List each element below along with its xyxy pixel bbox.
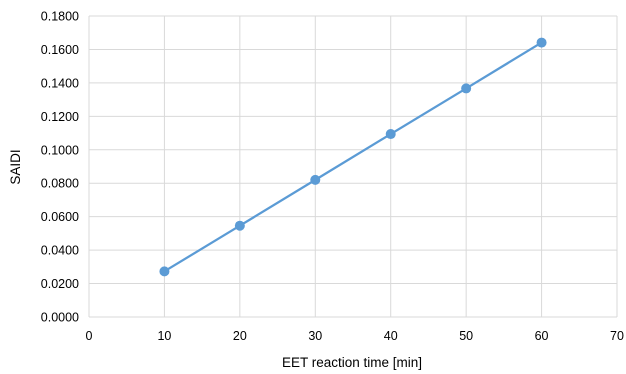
y-tick-label: 0.1400 bbox=[41, 76, 79, 90]
x-tick-label: 50 bbox=[459, 329, 473, 343]
grid-layer bbox=[88, 15, 618, 318]
x-tick-label: 60 bbox=[535, 329, 549, 343]
x-tick-label: 70 bbox=[610, 329, 624, 343]
y-tick-label: 0.0400 bbox=[41, 244, 79, 258]
data-point bbox=[385, 129, 396, 140]
y-axis-title: SAIDI bbox=[8, 149, 23, 184]
y-tick-label: 0.1800 bbox=[41, 10, 79, 24]
tick-labels: 0.0000 0.0200 0.0400 0.0600 0.0800 0.1000 0.12… bbox=[41, 10, 624, 344]
y-tick-label: 0.0600 bbox=[41, 210, 79, 224]
y-tick-label: 0.0800 bbox=[41, 177, 79, 191]
y-tick-label: 0.0000 bbox=[41, 311, 79, 325]
data-point bbox=[159, 266, 170, 277]
y-tick-label: 0.0200 bbox=[41, 277, 79, 291]
x-tick-label: 10 bbox=[157, 329, 171, 343]
x-tick-label: 30 bbox=[308, 329, 322, 343]
data-point bbox=[461, 83, 472, 94]
x-tick-label: 40 bbox=[384, 329, 398, 343]
data-point bbox=[234, 220, 245, 231]
series-layer bbox=[159, 37, 547, 277]
data-point bbox=[536, 37, 547, 48]
x-tick-label: 0 bbox=[86, 329, 93, 343]
series-line bbox=[163, 41, 543, 273]
data-point bbox=[310, 174, 321, 185]
x-axis-title: EET reaction time [min] bbox=[282, 355, 422, 370]
y-tick-label: 0.1200 bbox=[41, 110, 79, 124]
y-tick-label: 0.1600 bbox=[41, 43, 79, 57]
x-tick-label: 20 bbox=[233, 329, 247, 343]
y-tick-label: 0.1000 bbox=[41, 143, 79, 157]
